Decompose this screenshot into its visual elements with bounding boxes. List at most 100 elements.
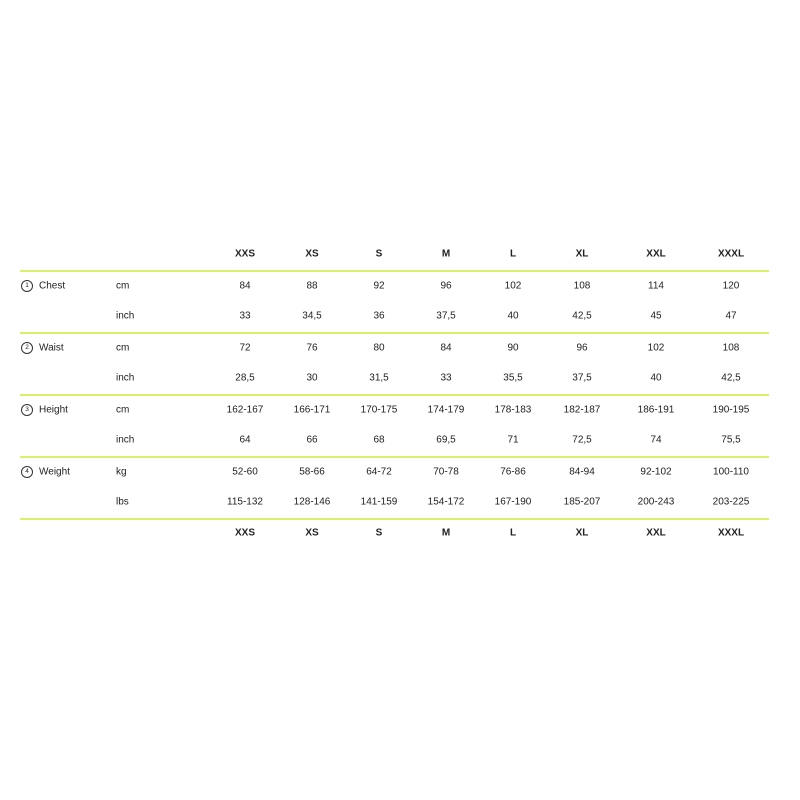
- measurement-label: Weight: [39, 466, 70, 478]
- table-cell: 115-132: [227, 496, 263, 508]
- unit-label: cm: [116, 404, 130, 416]
- table-cell: 45: [650, 310, 662, 322]
- header-size-xxxl: XXXL: [717, 248, 745, 260]
- table-cell: 102: [504, 280, 522, 292]
- table-cell: 35,5: [503, 372, 523, 384]
- table-cell: 74: [650, 434, 662, 446]
- table-cell: 70-78: [433, 466, 459, 478]
- table-cell: 28,5: [235, 372, 255, 384]
- table-cell: 58-66: [299, 466, 325, 478]
- number-circle-icon: 1: [21, 280, 33, 292]
- table-cell: 100-110: [713, 466, 749, 478]
- table-cell: 40: [507, 310, 519, 322]
- divider: [20, 270, 769, 272]
- unit-label: inch: [116, 310, 135, 322]
- table-cell: 68: [373, 434, 385, 446]
- table-cell: 178-183: [494, 404, 532, 416]
- table-cell: 84: [239, 280, 251, 292]
- table-cell: 33: [239, 310, 251, 322]
- unit-label: kg: [116, 466, 127, 478]
- table-cell: 76-86: [500, 466, 526, 478]
- footer-size-s: S: [375, 527, 383, 539]
- table-cell: 141-159: [360, 496, 398, 508]
- table-cell: 31,5: [369, 372, 389, 384]
- table-cell: 42,5: [721, 372, 741, 384]
- table-cell: 114: [648, 280, 664, 292]
- table-cell: 72: [239, 342, 251, 354]
- table-cell: 75,5: [721, 434, 741, 446]
- header-size-m: M: [441, 248, 451, 260]
- table-cell: 72,5: [572, 434, 592, 446]
- table-cell: 92-102: [640, 466, 672, 478]
- table-cell: 108: [573, 280, 591, 292]
- unit-label: inch: [116, 434, 135, 446]
- table-cell: 154-172: [427, 496, 465, 508]
- footer-size-xxl: XXL: [646, 527, 666, 539]
- table-cell: 96: [440, 280, 452, 292]
- number-circle-icon: 2: [21, 342, 33, 354]
- table-cell: 166-171: [293, 404, 331, 416]
- table-cell: 66: [306, 434, 318, 446]
- footer-size-xxxl: XXXL: [717, 527, 745, 539]
- header-size-xl: XL: [575, 248, 589, 260]
- table-cell: 108: [722, 342, 740, 354]
- table-cell: 30: [306, 372, 318, 384]
- table-cell: 200-243: [637, 496, 675, 508]
- table-cell: 128-146: [293, 496, 331, 508]
- table-cell: 76: [306, 342, 318, 354]
- footer-size-xs: XS: [305, 527, 319, 539]
- table-cell: 162-167: [226, 404, 264, 416]
- table-cell: 84-94: [569, 466, 595, 478]
- table-cell: 37,5: [572, 372, 592, 384]
- number-circle-icon: 4: [21, 466, 33, 478]
- table-cell: 170-175: [360, 404, 398, 416]
- table-cell: 64: [239, 434, 251, 446]
- table-cell: 182-187: [563, 404, 601, 416]
- table-cell: 47: [725, 310, 737, 322]
- table-cell: 80: [373, 342, 385, 354]
- table-cell: 102: [647, 342, 665, 354]
- header-size-l: L: [509, 248, 517, 260]
- table-cell: 71: [507, 434, 519, 446]
- divider: [20, 394, 769, 396]
- table-cell: 34,5: [302, 310, 322, 322]
- footer-size-xl: XL: [575, 527, 589, 539]
- table-cell: 69,5: [436, 434, 456, 446]
- header-size-xs: XS: [305, 248, 319, 260]
- unit-label: cm: [116, 342, 130, 354]
- table-cell: 90: [507, 342, 519, 354]
- unit-label: lbs: [116, 496, 129, 508]
- unit-label: inch: [116, 372, 135, 384]
- table-cell: 96: [576, 342, 588, 354]
- divider: [20, 456, 769, 458]
- table-cell: 36: [373, 310, 385, 322]
- footer-size-m: M: [441, 527, 451, 539]
- number-circle-icon: 3: [21, 404, 33, 416]
- table-cell: 42,5: [572, 310, 592, 322]
- table-cell: 186-191: [637, 404, 675, 416]
- table-cell: 190-195: [712, 404, 750, 416]
- table-cell: 92: [373, 280, 385, 292]
- header-size-xxl: XXL: [646, 248, 666, 260]
- table-cell: 120: [722, 280, 740, 292]
- table-cell: 203-225: [712, 496, 750, 508]
- header-size-s: S: [375, 248, 383, 260]
- measurement-label: Waist: [39, 342, 64, 354]
- table-cell: 40: [650, 372, 662, 384]
- table-cell: 33: [440, 372, 452, 384]
- table-cell: 37,5: [436, 310, 456, 322]
- divider: [20, 332, 769, 334]
- table-cell: 174-179: [427, 404, 465, 416]
- table-cell: 88: [306, 280, 318, 292]
- unit-label: cm: [116, 280, 130, 292]
- measurement-label: Chest: [39, 280, 66, 292]
- header-size-xxs: XXS: [234, 248, 256, 260]
- table-cell: 185-207: [563, 496, 601, 508]
- measurement-label: Height: [39, 404, 68, 416]
- footer-size-l: L: [509, 527, 517, 539]
- table-cell: 167-190: [494, 496, 532, 508]
- table-cell: 64-72: [366, 466, 392, 478]
- footer-size-xxs: XXS: [234, 527, 256, 539]
- divider: [20, 518, 769, 520]
